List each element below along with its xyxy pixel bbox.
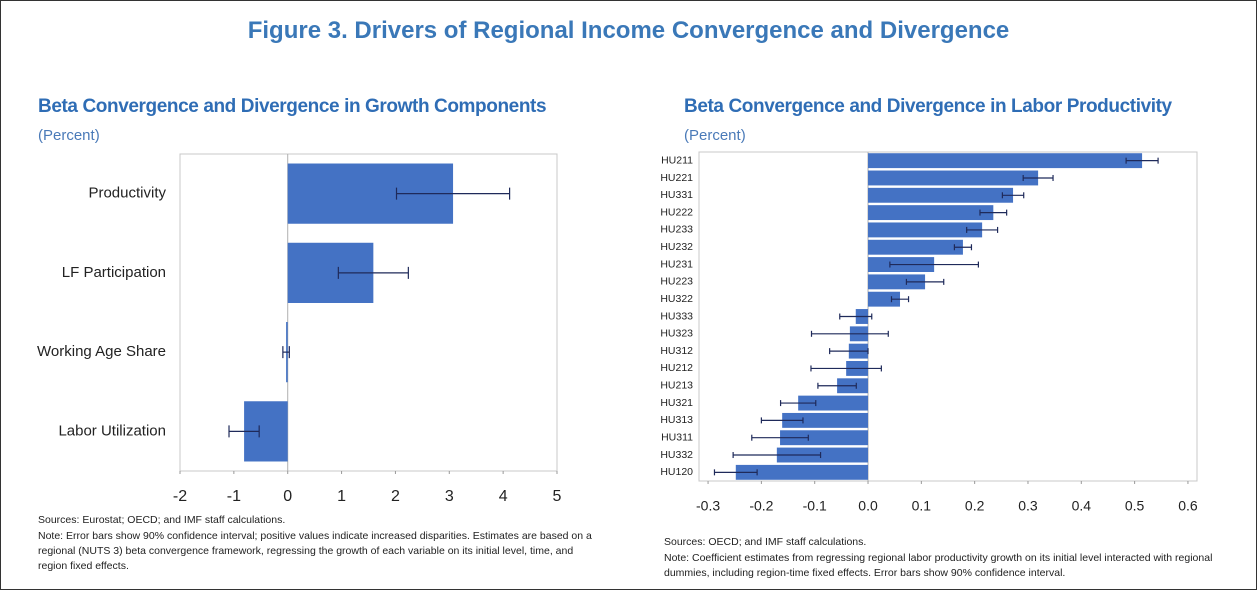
bar (868, 239, 963, 255)
figure-title: Figure 3. Drivers of Regional Income Con… (247, 17, 1010, 44)
bar (868, 274, 926, 290)
source: Sources: Eurostat; OECD; and IMF staff c… (38, 514, 286, 526)
bar (780, 430, 869, 446)
x-tick-label: 0.2 (965, 498, 985, 514)
y-tick-label: HU233 (660, 224, 693, 236)
x-tick-label: 0.0 (858, 498, 878, 514)
bar (868, 205, 994, 221)
plot-area (698, 151, 1198, 482)
y-tick-label: LF Participation (62, 264, 166, 281)
x-tick-label: 0.5 (1125, 498, 1145, 514)
x-tick-label: 4 (499, 488, 508, 505)
x-tick-label: 5 (553, 488, 562, 505)
x-tick-label: 0.1 (912, 498, 932, 514)
y-tick-label: HU332 (660, 449, 693, 461)
y-tick-label: HU232 (660, 241, 693, 253)
bar (868, 291, 901, 307)
x-tick-label: 1 (337, 488, 346, 505)
x-tick-label: -0.3 (696, 498, 720, 514)
y-tick-label: HU333 (660, 310, 693, 322)
bar (868, 222, 983, 238)
y-tick-label: HU221 (660, 172, 693, 184)
x-tick-label: -0.1 (803, 498, 827, 514)
x-tick-label: 0.6 (1178, 498, 1198, 514)
y-tick-label: HU222 (660, 206, 693, 218)
y-tick-label: HU213 (660, 380, 693, 392)
y-tick-label: HU311 (661, 431, 693, 443)
chart-title: Beta Convergence and Divergence in Growt… (38, 96, 547, 117)
y-tick-label: HU331 (660, 189, 693, 201)
plot-area (179, 153, 558, 472)
y-tick-label: HU231 (660, 258, 693, 270)
bar (868, 187, 1014, 203)
bar (735, 464, 869, 480)
x-tick-label: 0.3 (1018, 498, 1038, 514)
x-tick-label: -1 (227, 488, 241, 505)
note: Note: Coefficient estimates from regress… (664, 552, 1213, 579)
y-tick-label: HU321 (660, 397, 693, 409)
chart-subtitle: (Percent) (38, 127, 100, 144)
y-tick-label: HU223 (660, 276, 693, 288)
source: Sources: OECD; and IMF staff calculation… (664, 536, 867, 548)
y-tick-label: HU322 (660, 293, 693, 305)
chart-subtitle: (Percent) (684, 127, 746, 144)
y-tick-label: HU313 (660, 414, 693, 426)
y-tick-label: Productivity (88, 185, 166, 202)
bar (868, 170, 1039, 186)
x-tick-label: 2 (391, 488, 400, 505)
y-tick-label: HU212 (660, 362, 693, 374)
chart-title: Beta Convergence and Divergence in Labor… (684, 96, 1172, 117)
y-tick-label: HU312 (660, 345, 693, 357)
y-tick-label: Working Age Share (37, 343, 166, 360)
y-tick-label: HU120 (660, 466, 693, 478)
bar (868, 153, 1143, 169)
x-tick-label: -0.2 (749, 498, 773, 514)
y-tick-label: Labor Utilization (58, 422, 166, 439)
y-tick-label: HU211 (661, 154, 693, 166)
x-tick-label: 0.4 (1072, 498, 1092, 514)
bar (776, 447, 869, 463)
y-tick-label: HU323 (660, 328, 693, 340)
x-tick-label: 3 (445, 488, 454, 505)
x-tick-label: 0 (283, 488, 292, 505)
x-tick-label: -2 (173, 488, 187, 505)
bar (782, 412, 869, 428)
bar (798, 395, 869, 411)
note: Note: Error bars show 90% confidence int… (38, 530, 592, 572)
